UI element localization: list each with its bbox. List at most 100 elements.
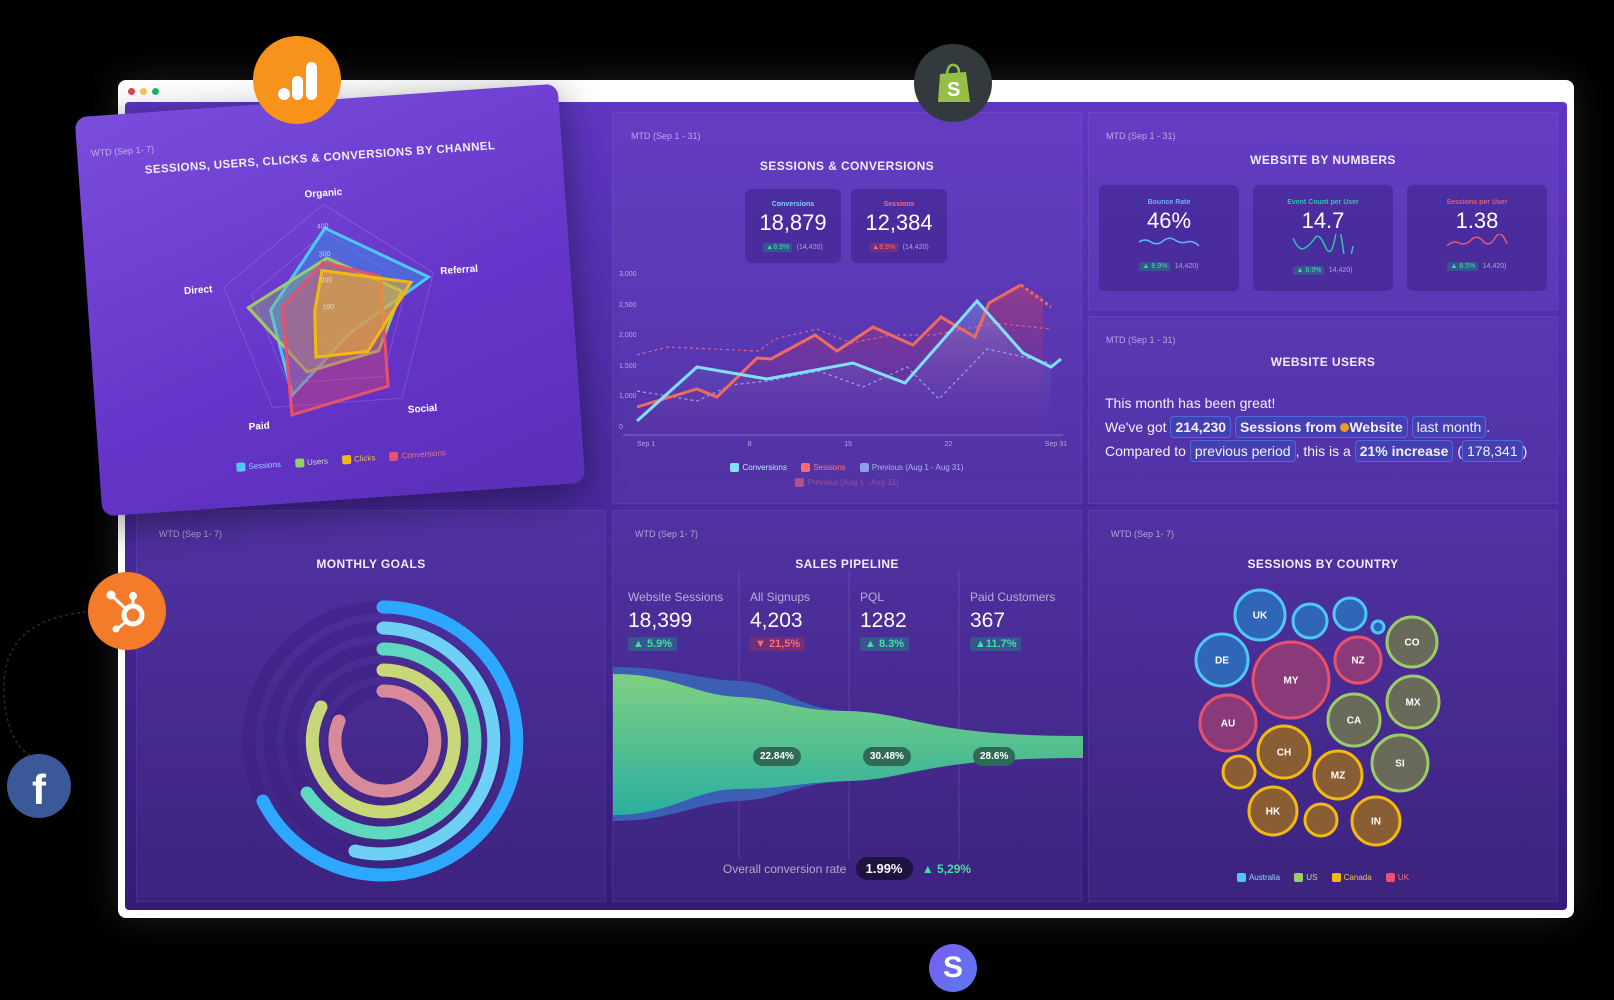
x-tick: Sep 31 [1044,441,1067,448]
shopify-logo-icon: S [914,44,992,122]
prev-value-token[interactable]: 178,341 [1462,440,1523,462]
radial-goals-chart [242,600,524,882]
close-dot[interactable] [128,88,135,95]
axis-label-organic: Organic [304,187,343,201]
panel-title: SESSIONS & CONVERSIONS [759,159,935,173]
kpi-prev: (14,420) [902,244,929,251]
sessions-count-token[interactable]: 214,230 [1170,416,1232,438]
axis-label-referral: Referral [440,264,479,278]
kpi-sessions: Sessions 12,384 ▲8.9% (14,420) [851,189,947,263]
pipeline-stage-all-signups: All Signups 4,203 ▼ 21,5% [750,590,810,652]
metric-label: Sessions per User [1446,199,1508,206]
legend-previous-sessions[interactable]: Previous (Aug 1 - Aug 31) [795,478,899,487]
legend-us[interactable]: US [1294,873,1317,882]
kpi-value: 12,384 [865,210,933,235]
conversion-rate-pill: 30.48% [863,747,911,766]
radar-tick: 100 [322,304,334,312]
metric-prev: 14,420) [1328,267,1353,274]
panel-title: SESSIONS, USERS, CLICKS & CONVERSIONS BY… [144,140,496,177]
period-selector[interactable]: WTD (Sep 1- 7) [1111,529,1175,539]
metric-value: 1.38 [1455,208,1499,233]
period-selector[interactable]: WTD (Sep 1- 7) [159,529,223,539]
timeframe-token[interactable]: last month [1411,416,1487,438]
legend-canada[interactable]: Canada [1331,873,1372,882]
legend-label: Conversions [401,448,447,461]
checkbox-icon [859,463,869,472]
period-selector[interactable]: MTD (Sep 1 - 31) [631,131,701,141]
compare-period-token[interactable]: previous period [1189,440,1296,462]
metric-value: 46% [1146,208,1192,233]
legend-label: Sessions [813,463,846,472]
legend-sessions[interactable]: Sessions [236,460,281,472]
period-selector[interactable]: WTD (Sep 1- 7) [635,529,699,539]
stripe-logo-icon: S [929,944,977,992]
metric-card-event-count: Event Count per User 14.7 ▲ 8.9% 14,420) [1253,185,1393,291]
checkbox-icon [1294,873,1304,882]
legend-label: Previous (Aug 1 - Aug 31) [807,478,899,487]
period-selector[interactable]: MTD (Sep 1 - 31) [1106,335,1176,345]
period-selector[interactable]: WTD (Sep 1- 7) [90,143,155,159]
period-selector[interactable]: MTD (Sep 1 - 31) [1106,131,1176,141]
stage-value: 4,203 [750,609,803,632]
legend-australia[interactable]: Australia [1236,873,1281,882]
panel-website-by-numbers: MTD (Sep 1 - 31) WEBSITE BY NUMBERS Boun… [1088,112,1558,310]
hubspot-logo-icon [88,572,166,650]
checkbox-icon [730,463,740,472]
legend-sessions[interactable]: Sessions [801,463,846,472]
stage-value: 18,399 [628,609,693,632]
checkbox-icon [1236,873,1246,882]
kpi-prev: (14,420) [796,244,823,251]
stage-label: Website Sessions [628,590,724,604]
metric-label: Bounce Rate [1147,199,1191,206]
conversion-rate-pill: 22.84% [753,747,801,766]
legend-uk[interactable]: UK [1385,873,1409,882]
minimize-dot[interactable] [140,88,147,95]
metric-prev: 14,420) [1482,263,1507,270]
conversion-rate-pill: 28.6% [973,747,1016,766]
panel-title: WEBSITE USERS [1270,355,1376,369]
kpi-label: Conversions [771,201,815,208]
axis-label-paid: Paid [248,421,270,433]
google-analytics-logo-icon [253,36,341,124]
sparkline [1292,228,1354,265]
legend-previous-conversions[interactable]: Previous (Aug 1 - Aug 31) [859,463,964,472]
radar-tick: 400 [317,223,329,231]
stage-delta: ▲11.7% [970,637,1022,651]
panel-title: SESSIONS BY COUNTRY [1247,557,1399,571]
sparkline [1138,237,1200,247]
y-tick: 1,000 [619,393,637,401]
legend-users[interactable]: Users [294,456,329,468]
website-source-icon [1340,423,1350,432]
metric-token[interactable]: Sessions from Website [1234,416,1408,438]
metric-card-sessions-per-user: Sessions per User 1.38 ▲ 8.5% 14,420) [1407,185,1547,291]
panel-monthly-goals: WTD (Sep 1- 7) MONTHLY GOALS [136,510,606,902]
kpi-delta: ▲8.9% [869,243,899,252]
panel-sessions-by-country: WTD (Sep 1- 7) SESSIONS BY COUNTRY Austr… [1088,510,1558,902]
legend-conversions[interactable]: Conversions [730,463,787,472]
legend-clicks[interactable]: Clicks [341,453,376,465]
overall-delta: ▲ 5,29% [921,862,972,876]
stage-delta: ▲ 5.9% [628,637,678,651]
connector-curve [3,611,87,761]
legend-label: Australia [1248,873,1281,882]
stage-delta: ▼ 21,5% [750,637,806,651]
legend-label: Users [306,456,329,467]
x-axis: Sep 1 8 15 22 Sep 31 [637,441,1067,448]
kpi-delta: ▲8.9% [763,243,793,252]
x-tick: Sep 1 [637,441,656,448]
legend-label: US [1306,873,1318,882]
metric-value: 14.7 [1301,208,1345,233]
stage-delta: ▲ 8.3% [860,637,910,651]
checkbox-icon [801,463,811,472]
panel-website-users: MTD (Sep 1 - 31) WEBSITE USERS This mont… [1088,316,1558,504]
legend-label: Canada [1343,873,1372,882]
stage-value: 1282 [860,609,907,632]
y-tick: 1,500 [619,362,637,370]
y-tick: 3,000 [619,271,637,278]
metric-delta: ▲ 8.5% [1447,262,1479,271]
increase-token[interactable]: 21% increase [1354,440,1454,462]
metric-card-bounce-rate: Bounce Rate 46% ▲ 8.9% 14,420) [1099,185,1239,291]
maximize-dot[interactable] [152,88,159,95]
metric-delta: ▲ 8.9% [1139,262,1171,271]
legend-conversions[interactable]: Conversions [389,448,447,462]
